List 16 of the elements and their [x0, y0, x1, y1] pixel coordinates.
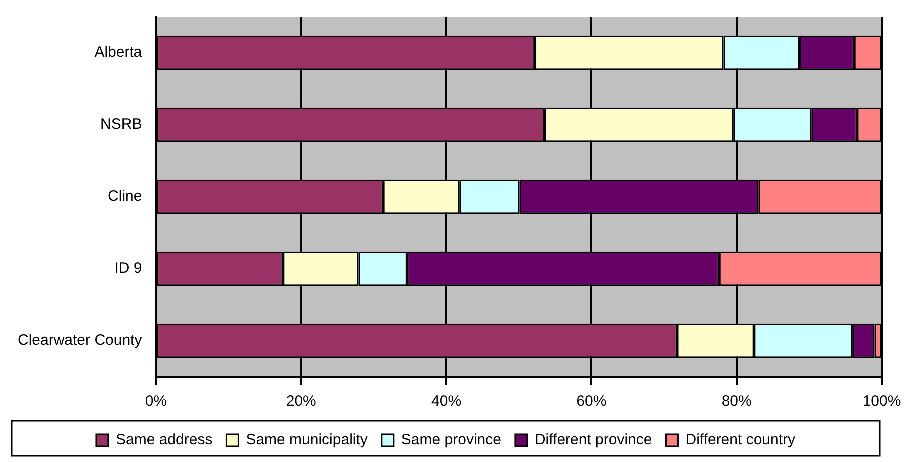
x-tick-label: 80% — [722, 393, 752, 410]
x-tick-label: 60% — [576, 393, 607, 410]
x-tick-label: 0% — [145, 393, 168, 410]
legend-label: Different province — [534, 432, 652, 449]
y-tick-label: NSRB — [100, 116, 142, 134]
x-tick-label: 20% — [286, 393, 316, 410]
legend-label: Same address — [116, 432, 213, 449]
x-tick-label: 100% — [862, 393, 902, 410]
legend-label: Different country — [686, 432, 796, 449]
y-tick-label: Alberta — [94, 44, 143, 62]
y-tick-label: Clearwater County — [18, 332, 143, 350]
x-tick-label: 40% — [432, 393, 462, 410]
legend-label: Same province — [401, 432, 502, 449]
y-tick-label: Cline — [108, 188, 142, 206]
legend-label: Same municipality — [246, 432, 368, 449]
y-tick-label: ID 9 — [114, 260, 142, 278]
